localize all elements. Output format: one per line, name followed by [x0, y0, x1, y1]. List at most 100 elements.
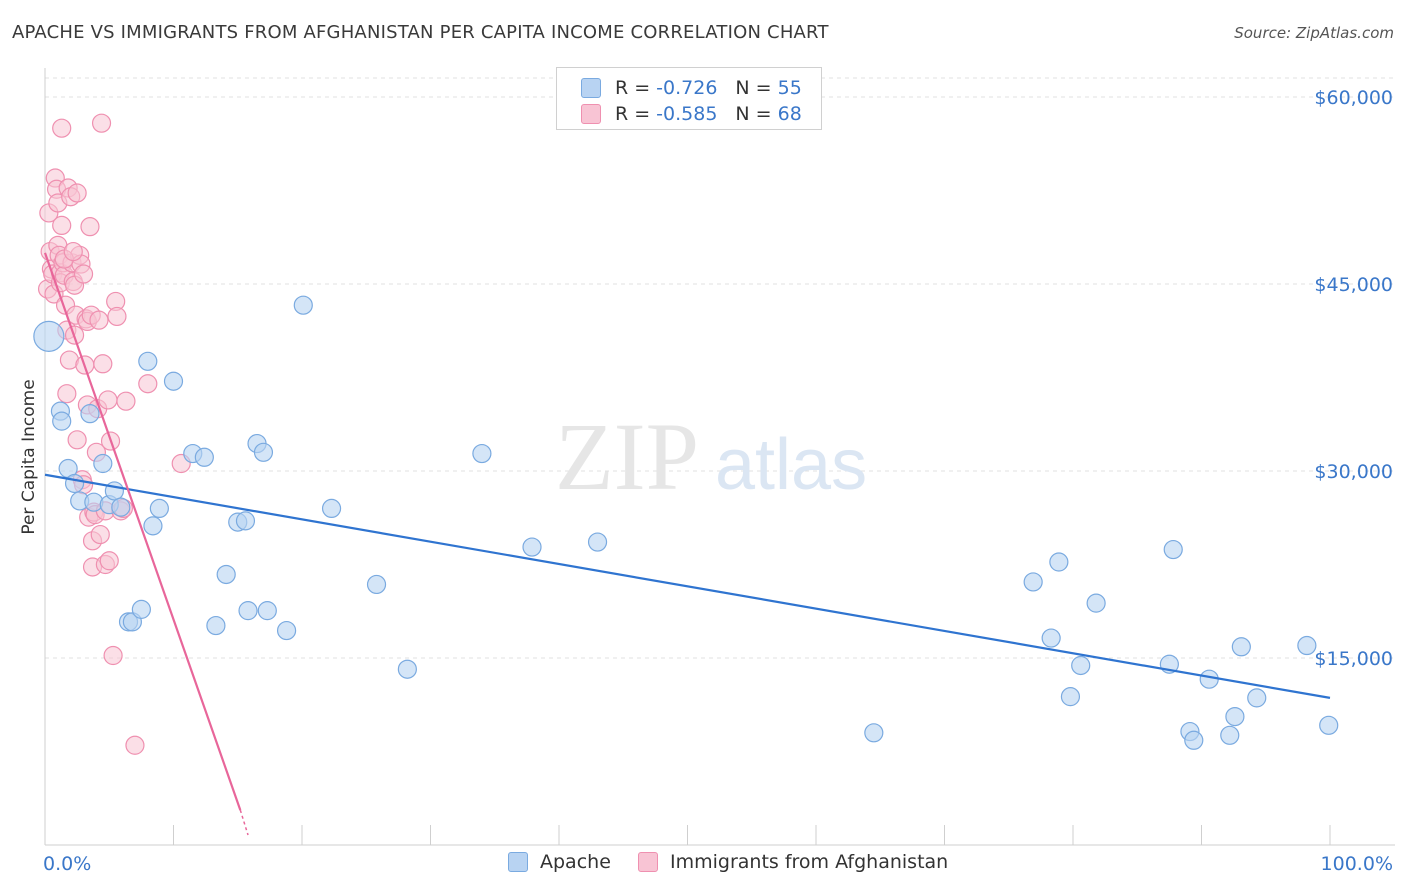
r-label: R = — [615, 77, 651, 99]
data-point-apache — [1225, 706, 1245, 727]
stat-row-afghanistan: R = -0.585 N = 68 — [581, 103, 802, 125]
data-point-afghanistan — [138, 374, 158, 394]
data-point-apache — [131, 599, 151, 619]
data-point-afghanistan — [67, 183, 87, 203]
data-point-apache — [238, 601, 258, 621]
data-point-apache — [864, 723, 884, 743]
n-value: 68 — [777, 103, 802, 125]
data-point-apache — [397, 659, 417, 679]
data-point-apache — [276, 620, 297, 641]
data-point-apache — [80, 404, 100, 424]
afghanistan-swatch — [638, 852, 658, 872]
data-point-apache — [366, 574, 387, 595]
y-axis-label: Per Capita Income — [19, 379, 39, 534]
data-point-apache — [1041, 628, 1061, 648]
data-point-apache — [1023, 572, 1043, 592]
data-point-afghanistan — [93, 354, 113, 374]
n-label: N = — [735, 103, 772, 125]
apache-swatch — [508, 852, 528, 872]
stat-row-apache: R = -0.726 N = 55 — [581, 77, 802, 99]
data-point-apache — [293, 295, 313, 315]
series-apache — [33, 295, 1339, 750]
y-tick-label: $45,000 — [1314, 274, 1393, 296]
trend-line-afghanistan — [43, 252, 242, 811]
data-point-apache — [138, 351, 158, 371]
data-point-apache — [194, 447, 214, 467]
data-point-apache — [1319, 715, 1339, 735]
legend-item-apache[interactable]: Apache — [508, 851, 611, 873]
n-value: 55 — [777, 77, 802, 99]
data-point-afghanistan — [89, 310, 109, 330]
watermark-atlas: atlas — [715, 425, 867, 505]
correlation-legend-box: R = -0.726 N = 55 R = -0.585 N = 68 — [556, 67, 822, 130]
data-point-afghanistan — [90, 524, 110, 545]
data-point-afghanistan — [125, 735, 145, 755]
x-tick-label-max: 100.0% — [1321, 853, 1393, 875]
data-point-apache — [1086, 593, 1106, 613]
data-point-afghanistan — [107, 306, 127, 327]
data-point-apache — [216, 564, 236, 585]
data-point-apache — [1220, 725, 1240, 745]
data-point-apache — [1049, 552, 1069, 572]
data-point-apache — [1163, 539, 1183, 560]
y-tick-label: $15,000 — [1314, 648, 1393, 670]
data-point-apache — [253, 442, 274, 462]
x-tick-label-min: 0.0% — [43, 853, 91, 875]
axes — [44, 68, 1395, 846]
data-point-afghanistan — [91, 113, 112, 133]
data-point-afghanistan — [52, 118, 72, 138]
data-point-apache — [257, 601, 277, 621]
data-point-apache — [111, 497, 131, 517]
data-point-afghanistan — [98, 390, 118, 410]
data-point-apache — [1184, 730, 1204, 750]
data-point-apache — [1297, 635, 1317, 656]
data-point-apache — [1071, 655, 1091, 676]
data-point-apache — [206, 615, 226, 636]
data-point-afghanistan — [67, 430, 87, 450]
data-point-apache — [52, 411, 72, 431]
y-tick-label: $60,000 — [1314, 87, 1393, 109]
data-point-afghanistan — [73, 264, 94, 284]
data-point-apache — [163, 371, 184, 391]
data-point-apache — [93, 453, 113, 474]
data-point-apache — [235, 511, 256, 531]
trend-line-apache — [44, 473, 1331, 699]
y-tick-label: $30,000 — [1314, 461, 1393, 483]
data-point-afghanistan — [80, 217, 100, 237]
data-point-afghanistan — [103, 645, 123, 666]
watermark: ZIP atlas — [555, 403, 867, 510]
data-point-apache — [1060, 687, 1081, 707]
data-point-apache — [321, 498, 342, 518]
data-point-apache — [472, 443, 492, 464]
r-value: -0.726 — [656, 77, 718, 99]
data-point-afghanistan — [57, 384, 77, 404]
source-label: Source: ZipAtlas.com — [1234, 24, 1394, 42]
legend-label-apache: Apache — [540, 851, 611, 873]
r-label: R = — [615, 103, 651, 125]
data-point-apache — [143, 516, 163, 536]
data-point-afghanistan — [99, 551, 119, 571]
data-point-apache — [587, 532, 608, 552]
chart-title: APACHE VS IMMIGRANTS FROM AFGHANISTAN PE… — [12, 22, 829, 43]
trend-line-afghanistan-extension — [239, 809, 249, 836]
n-label: N = — [735, 77, 772, 99]
trend-lines — [43, 252, 1331, 836]
data-point-apache — [33, 320, 65, 352]
data-point-apache — [64, 473, 85, 494]
data-point-afghanistan — [63, 241, 83, 262]
watermark-zip: ZIP — [555, 403, 699, 510]
data-point-afghanistan — [52, 215, 72, 236]
y-tick-labels: $15,000 $30,000 $45,000 $60,000 — [1314, 87, 1393, 670]
apache-swatch — [581, 78, 601, 98]
r-value: -0.585 — [656, 103, 718, 125]
legend-label-afghanistan: Immigrants from Afghanistan — [670, 851, 949, 873]
afghanistan-swatch — [581, 104, 601, 124]
data-point-apache — [522, 537, 542, 557]
data-point-afghanistan — [116, 391, 136, 411]
data-point-apache — [149, 498, 169, 518]
legend-item-afghanistan[interactable]: Immigrants from Afghanistan — [638, 851, 948, 873]
data-point-apache — [1247, 688, 1267, 708]
series-legend: Apache Immigrants from Afghanistan — [0, 851, 1406, 879]
data-point-apache — [1231, 637, 1251, 657]
